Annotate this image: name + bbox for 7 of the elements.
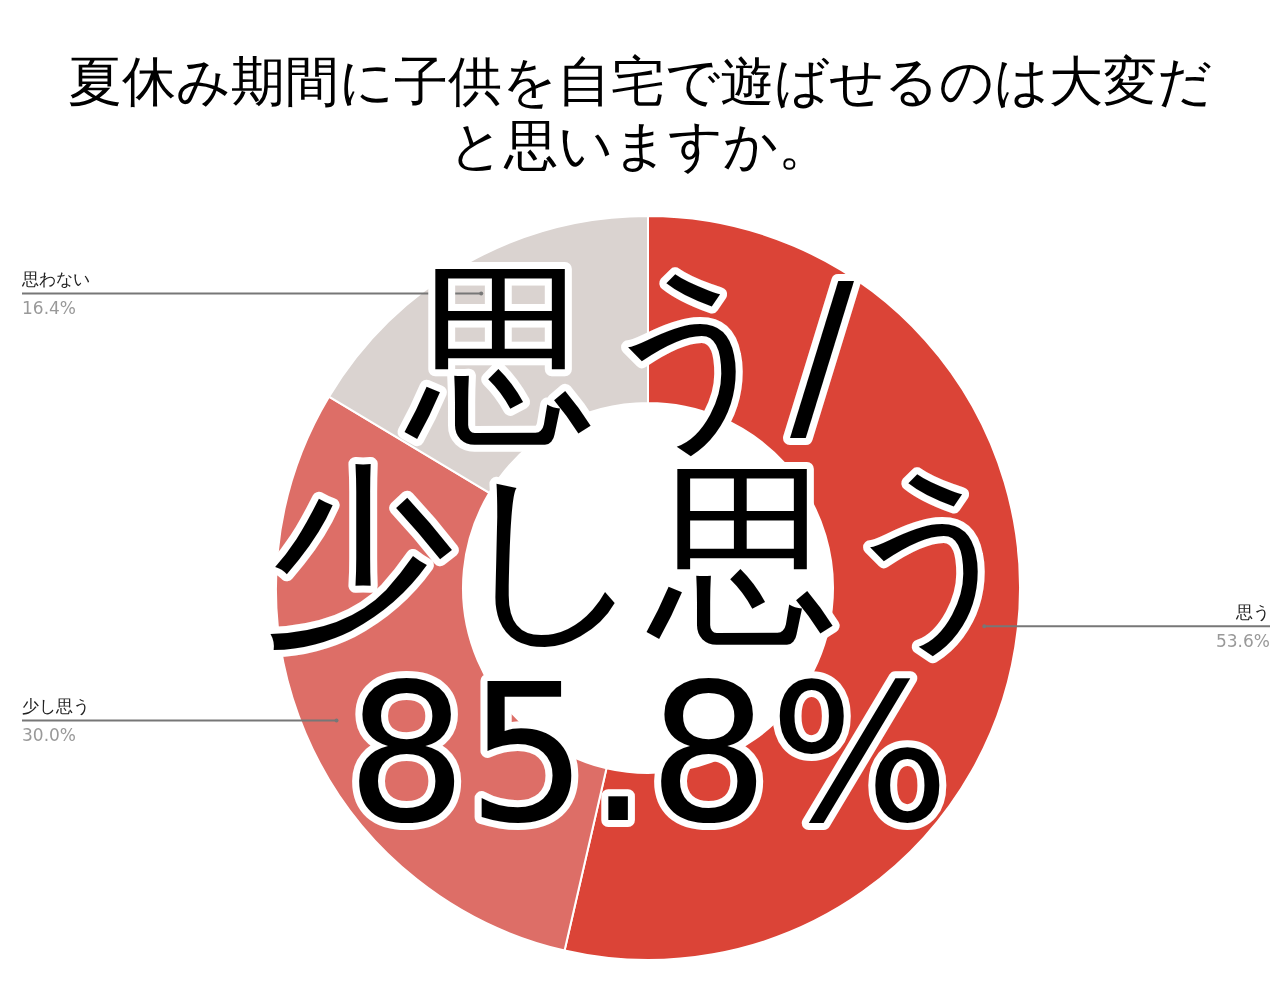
slice-label: 少し思う (22, 696, 90, 717)
slice-label: 思わない (21, 269, 90, 290)
data-label: 30.0% (22, 725, 77, 746)
slice-label: 思う (1235, 602, 1270, 623)
data-label: 53.6% (1215, 631, 1270, 652)
data-label: 16.4% (22, 298, 77, 319)
chart-title: 夏休み期間に子供を自宅で遊ばせるのは大変だと思いますか。 (68, 50, 1212, 177)
